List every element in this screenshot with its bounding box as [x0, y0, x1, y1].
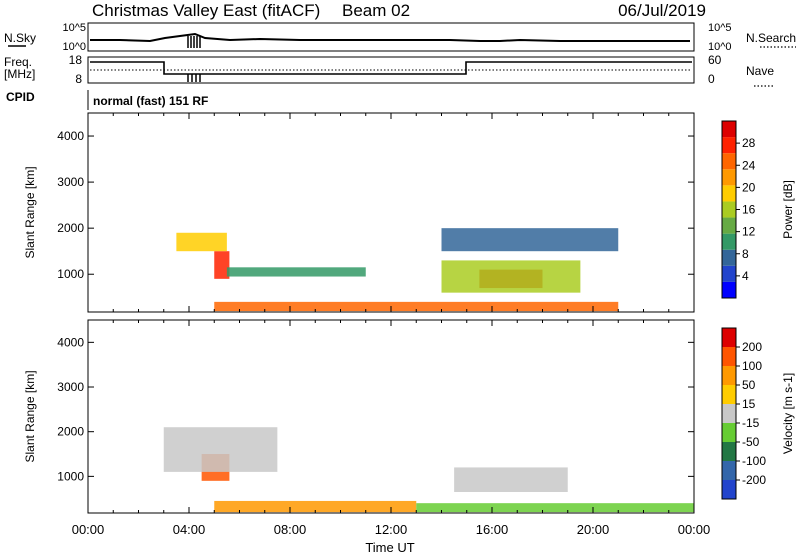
power-colorbar-swatch-0 — [722, 281, 736, 298]
freq-trace — [90, 61, 692, 75]
velocity-ytick-label-0: 1000 — [57, 469, 84, 483]
velocity-ytick-label-2: 3000 — [57, 380, 84, 394]
power-region-0 — [214, 251, 230, 279]
power-colorbar-label-2: 20 — [742, 180, 756, 194]
velocity-colorbar-label-5: -50 — [742, 435, 760, 449]
freq-tick-bottom: 8 — [75, 72, 82, 86]
velocity-colorbar-label-6: -100 — [742, 454, 766, 468]
time-label-5: 20:00 — [577, 522, 610, 537]
power-colorbar-swatch-2 — [722, 249, 736, 266]
nsky-tick-top: 10^5 — [62, 22, 86, 34]
velocity-colorbar-swatch-0 — [722, 480, 736, 499]
power-colorbar-swatch-7 — [722, 169, 736, 186]
power-colorbar-swatch-3 — [722, 233, 736, 250]
power-colorbar-label-1: 24 — [742, 158, 756, 172]
beam-label: Beam 02 — [342, 1, 410, 20]
time-label-3: 12:00 — [375, 522, 408, 537]
velocity-colorbar-label-7: -200 — [742, 473, 766, 487]
power-colorbar-swatch-8 — [722, 153, 736, 170]
velocity-frame — [87, 319, 695, 514]
nave-label: Nave — [746, 64, 774, 78]
velocity-colorbar-label-4: -15 — [742, 416, 760, 430]
velocity-colorbar-label-2: 50 — [742, 378, 756, 392]
time-label-6: 00:00 — [678, 522, 711, 537]
velocity-colorbar-swatch-2 — [722, 442, 736, 461]
power-colorbar-label-3: 16 — [742, 203, 756, 217]
nsearch-tick-bottom: 10^0 — [708, 41, 732, 53]
velocity-colorbar-swatch-8 — [722, 328, 736, 347]
nsearch-label: N.Search — [746, 31, 796, 45]
cpid-label: CPID — [6, 90, 35, 104]
power-region-4 — [441, 260, 581, 293]
velocity-colorbar-swatch-4 — [722, 404, 736, 423]
time-axis: 00:00 04:00 08:00 12:00 16:00 20:00 00:00 — [72, 522, 711, 537]
nsky-spikes — [187, 36, 201, 48]
time-label-4: 16:00 — [476, 522, 509, 537]
power-colorbar-swatch-4 — [722, 217, 736, 234]
nave-tick-bottom: 0 — [708, 72, 715, 86]
nsky-trace — [90, 32, 690, 43]
nsky-label: N.Sky — [4, 31, 36, 45]
nsky-tick-bottom: 10^0 — [62, 41, 86, 53]
velocity-panel: 1000 2000 3000 4000 Slant Range [km] 200 100 50… — [23, 319, 795, 514]
power-colorbar-label-4: 12 — [742, 225, 756, 239]
velocity-colorbar-title: Velocity [m s-1] — [781, 373, 795, 454]
time-label-2: 08:00 — [274, 522, 307, 537]
nave-tick-top: 60 — [708, 53, 722, 67]
power-panel: 1000 2000 3000 4000 Slant Range [km] 28 24 20 16… — [23, 112, 795, 313]
freq-tick-top: 18 — [69, 53, 83, 67]
velocity-region-1 — [163, 427, 278, 472]
power-colorbar-title: Power [dB] — [781, 180, 795, 239]
power-region-1 — [176, 232, 227, 252]
velocity-colorbar-swatch-7 — [722, 347, 736, 366]
velocity-ytick-label-1: 2000 — [57, 425, 84, 439]
velocity-colorbar-swatch-1 — [722, 461, 736, 480]
power-ylabel: Slant Range [km] — [23, 166, 37, 258]
power-colorbar-swatch-9 — [722, 137, 736, 154]
freq-spikes — [187, 74, 201, 82]
time-axis-label: Time UT — [365, 540, 414, 554]
power-ytick-label-3: 4000 — [57, 129, 84, 143]
freq-panel: Freq. [MHz] 18 8 60 0 Nave — [4, 53, 774, 87]
velocity-region-3 — [214, 500, 417, 513]
power-ytick-label-1: 2000 — [57, 221, 84, 235]
velocity-colorbar-swatch-6 — [722, 366, 736, 385]
cpid-value: normal (fast) 151 RF — [93, 94, 208, 108]
power-colorbar-swatch-1 — [722, 265, 736, 282]
velocity-colorbar-frame — [721, 327, 737, 500]
velocity-colorbar-swatch-5 — [722, 385, 736, 404]
velocity-colorbar-swatch-3 — [722, 423, 736, 442]
velocity-ylabel: Slant Range [km] — [23, 370, 37, 462]
velocity-colorbar-label-1: 100 — [742, 359, 762, 373]
power-ytick-label-0: 1000 — [57, 267, 84, 281]
station-title: Christmas Valley East (fitACF) — [92, 1, 320, 20]
power-region-2 — [226, 267, 366, 277]
power-colorbar-swatch-10 — [722, 121, 736, 138]
power-colorbar-label-5: 8 — [742, 247, 749, 261]
power-colorbar-label-0: 28 — [742, 136, 756, 150]
power-colorbar-swatch-5 — [722, 201, 736, 218]
velocity-colorbar-label-0: 200 — [742, 340, 762, 354]
power-region-5 — [441, 228, 619, 252]
velocity-region-2 — [454, 467, 568, 493]
time-label-1: 04:00 — [173, 522, 206, 537]
nsky-panel: N.Sky 10^5 10^0 10^5 10^0 N.Search — [4, 22, 796, 53]
nsearch-tick-top: 10^5 — [708, 22, 732, 34]
freq-label: Freq. — [4, 55, 32, 69]
time-label-0: 00:00 — [72, 522, 105, 537]
power-ytick-label-2: 3000 — [57, 175, 84, 189]
range-time-panels: 1000 2000 3000 4000 Slant Range [km] 28 24 20 16… — [23, 112, 795, 514]
velocity-colorbar-label-3: 15 — [742, 397, 756, 411]
power-region-6 — [214, 301, 619, 312]
velocity-ytick-label-3: 4000 — [57, 335, 84, 349]
freq-unit: [MHz] — [4, 67, 35, 81]
velocity-region-4 — [416, 503, 694, 513]
power-colorbar-swatch-6 — [722, 185, 736, 202]
power-colorbar-label-6: 4 — [742, 269, 749, 283]
date-label: 06/Jul/2019 — [618, 1, 706, 20]
power-frame — [87, 112, 695, 313]
